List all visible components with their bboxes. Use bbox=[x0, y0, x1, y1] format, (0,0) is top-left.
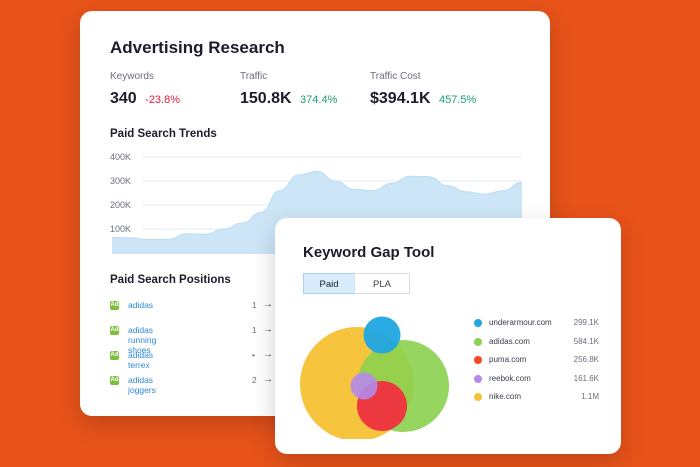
legend-value: 1.1M bbox=[581, 392, 599, 401]
legend-item[interactable]: underarmour.com 299.1K bbox=[474, 318, 599, 337]
tab-paid[interactable]: Paid bbox=[303, 273, 355, 294]
metric-label: Traffic Cost bbox=[370, 71, 421, 82]
keyword-link[interactable]: adidas joggers bbox=[128, 375, 156, 395]
ad-badge-icon: Ad bbox=[110, 376, 119, 385]
y-tick-label: 200K bbox=[110, 200, 131, 210]
legend-value: 584.1K bbox=[573, 336, 599, 346]
competitor-legend: underarmour.com 299.1K adidas.com 584.1K… bbox=[474, 318, 599, 411]
previous-position: 1 bbox=[252, 325, 257, 335]
venn-circle-reebok bbox=[350, 372, 378, 400]
metric-change: 374.4% bbox=[300, 94, 338, 106]
ad-badge-icon: Ad bbox=[110, 326, 119, 335]
gap-tabs: Paid PLA bbox=[303, 273, 410, 294]
venn-circle-underarmour bbox=[363, 316, 401, 354]
y-tick-label: 100K bbox=[110, 224, 131, 234]
traffic-cost-metric[interactable]: Traffic Cost $394.1K 457.5% bbox=[370, 71, 476, 108]
legend-dot-icon bbox=[474, 319, 482, 327]
previous-position: • bbox=[252, 350, 255, 360]
keyword-overlap-venn[interactable] bbox=[295, 314, 455, 439]
keyword-link[interactable]: adidas running shoes bbox=[128, 325, 157, 355]
legend-domain: nike.com bbox=[489, 392, 522, 401]
metric-value: $394.1K bbox=[370, 90, 431, 107]
metric-value: 150.8K bbox=[240, 90, 292, 107]
arrow-right-icon: → bbox=[263, 299, 273, 310]
keyword-link[interactable]: adidas terrex bbox=[128, 350, 154, 370]
legend-dot-icon bbox=[474, 393, 482, 401]
legend-dot-icon bbox=[474, 374, 482, 383]
legend-dot-icon bbox=[474, 337, 482, 346]
legend-dot-icon bbox=[474, 356, 482, 364]
y-tick-label: 400K bbox=[110, 152, 131, 162]
metric-label: Traffic bbox=[240, 71, 268, 82]
advertising-research-title: Advertising Research bbox=[110, 38, 285, 57]
legend-domain: reebok.com bbox=[489, 373, 531, 383]
metric-change: 457.5% bbox=[438, 94, 477, 106]
traffic-metric[interactable]: Traffic 150.8K 374.4% bbox=[240, 71, 337, 108]
y-tick-label: 300K bbox=[110, 176, 131, 186]
arrow-right-icon: → bbox=[263, 324, 273, 335]
metric-change: -23.8% bbox=[145, 94, 181, 106]
legend-value: 256.8K bbox=[573, 355, 599, 364]
trend-line bbox=[111, 170, 522, 241]
legend-item[interactable]: nike.com 1.1M bbox=[474, 392, 599, 411]
legend-item[interactable]: adidas.com 584.1K bbox=[474, 337, 599, 356]
previous-position: 2 bbox=[252, 375, 257, 385]
metric-value: 340 bbox=[110, 90, 137, 107]
paid-search-trends-title: Paid Search Trends bbox=[110, 128, 217, 140]
paid-search-positions-title: Paid Search Positions bbox=[110, 274, 231, 286]
legend-item[interactable]: reebok.com 161.6K bbox=[474, 374, 599, 393]
ad-badge-icon: Ad bbox=[110, 351, 119, 360]
legend-domain: adidas.com bbox=[489, 336, 530, 346]
keyword-link[interactable]: adidas bbox=[128, 300, 154, 310]
previous-position: 1 bbox=[252, 300, 257, 310]
legend-value: 161.6K bbox=[573, 373, 599, 383]
ad-badge-icon: Ad bbox=[110, 301, 119, 310]
legend-domain: underarmour.com bbox=[489, 318, 552, 327]
metric-label: Keywords bbox=[110, 71, 154, 82]
tab-pla[interactable]: PLA bbox=[354, 273, 410, 294]
arrow-right-icon: → bbox=[263, 349, 273, 360]
legend-domain: puma.com bbox=[489, 355, 527, 364]
arrow-right-icon: → bbox=[263, 374, 273, 385]
keywords-metric[interactable]: Keywords 340 -23.8% bbox=[110, 71, 180, 108]
keyword-gap-card: Keyword Gap Tool Paid PLA underarmour.co… bbox=[275, 218, 621, 454]
legend-item[interactable]: puma.com 256.8K bbox=[474, 355, 599, 374]
legend-value: 299.1K bbox=[573, 318, 599, 327]
keyword-gap-title: Keyword Gap Tool bbox=[303, 244, 435, 261]
